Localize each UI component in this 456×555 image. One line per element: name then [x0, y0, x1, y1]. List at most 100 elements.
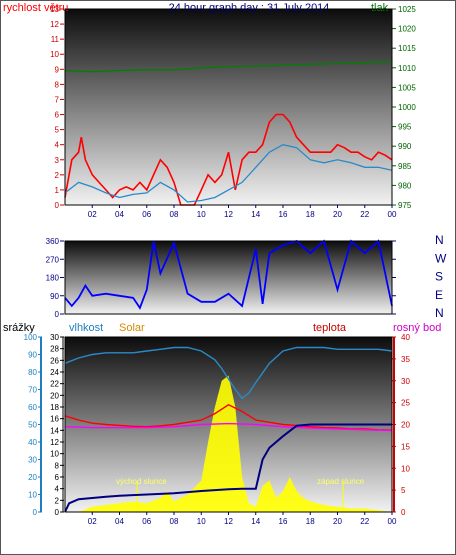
rain-tick-label: 10	[50, 450, 59, 459]
direction-tick-label: 0	[55, 310, 60, 319]
temperature-tick-label: 15	[401, 442, 410, 451]
x-tick-label-top: 20	[333, 210, 342, 219]
rain-tick-label: 30	[50, 333, 59, 342]
pressure-tick-label: 1005	[398, 83, 416, 92]
rain-tick-label: 12	[50, 438, 59, 447]
chart-title: 24 hour graph day : 31 July 2014	[169, 2, 330, 14]
rain-tick-label: 24	[50, 368, 59, 377]
x-tick-label-bottom: 12	[224, 517, 233, 526]
x-tick-label-bottom: 14	[251, 517, 260, 526]
series-line-temperature	[64, 403, 393, 431]
x-tick-label-top: 10	[197, 210, 206, 219]
temperature-tick-label: 30	[401, 377, 410, 386]
wind-tick-label: 11	[51, 35, 60, 44]
direction-panel-bg	[65, 241, 392, 314]
wind-label: rychlost větru	[3, 2, 68, 14]
rain-tick-label: 6	[55, 473, 60, 482]
humidity-tick-label: 80	[28, 368, 37, 377]
rain-tick-label: 20	[50, 391, 59, 400]
wind-tick-label: 2	[55, 171, 60, 180]
x-tick-label-top: 16	[279, 210, 288, 219]
compass-tick-label: E	[435, 288, 443, 302]
wind-tick-label: 13	[50, 5, 59, 14]
x-tick-label-bottom: 02	[88, 517, 97, 526]
wind-tick-label: 6	[55, 111, 60, 120]
wind-tick-label: 4	[55, 141, 60, 150]
rain-label: srážky	[3, 322, 35, 334]
dewpoint-label: rosný bod	[393, 322, 441, 334]
temperature-tick-label: 0	[401, 508, 406, 517]
x-tick-label-top: 08	[170, 210, 179, 219]
pressure-tick-label: 995	[398, 123, 412, 132]
x-tick-label-top: 12	[224, 210, 233, 219]
humidity-tick-label: 20	[28, 473, 37, 482]
temperature-tick-label: 5	[401, 486, 406, 495]
humidity-tick-label: 100	[24, 333, 38, 342]
temperature-label: teplota	[313, 322, 347, 334]
solar-area	[65, 375, 392, 512]
compass-tick-label: N	[435, 233, 444, 247]
humidity-tick-label: 70	[28, 386, 37, 395]
wind-tick-label: 3	[55, 156, 60, 165]
rain-tick-label: 8	[55, 461, 60, 470]
wind-tick-label: 9	[55, 65, 60, 74]
rain-tick-label: 16	[50, 415, 59, 424]
x-tick-label-top: 14	[251, 210, 260, 219]
humidity-label: vlhkost	[69, 322, 103, 334]
rain-tick-label: 26	[50, 356, 59, 365]
wind-panel-border	[64, 8, 393, 206]
series-line-pressure	[64, 60, 393, 73]
direction-panel-border	[64, 240, 393, 315]
humidity-tick-label: 30	[28, 456, 37, 465]
x-tick-label-bottom: 04	[115, 517, 124, 526]
rain-tick-label: 22	[50, 380, 59, 389]
rain-tick-label: 28	[50, 345, 59, 354]
x-tick-label-bottom: 00	[388, 517, 397, 526]
compass-tick-label: S	[435, 270, 443, 284]
pressure-tick-label: 1025	[398, 5, 416, 14]
direction-tick-label: 90	[50, 292, 59, 301]
direction-tick-label: 360	[46, 237, 60, 246]
humidity-tick-label: 60	[28, 403, 37, 412]
pressure-tick-label: 1015	[398, 44, 416, 53]
x-tick-label-top: 22	[360, 210, 369, 219]
solar-label: Solar	[119, 322, 145, 334]
compass-tick-label: N	[435, 306, 444, 320]
pressure-label: tlak	[371, 2, 389, 14]
humidity-tick-label: 40	[28, 438, 37, 447]
sunset-annotation: západ slunce	[317, 477, 365, 486]
wind-tick-label: 8	[55, 80, 60, 89]
wind-tick-label: 12	[50, 20, 59, 29]
wind-panel-bg	[65, 9, 392, 205]
compass-tick-label: W	[435, 251, 447, 265]
x-tick-label-bottom: 08	[170, 517, 179, 526]
rain-tick-label: 2	[55, 496, 60, 505]
x-tick-label-top: 06	[142, 210, 151, 219]
series-line-dewpoint	[64, 422, 393, 432]
humidity-tick-label: 0	[33, 508, 38, 517]
humidity-tick-label: 90	[28, 351, 37, 360]
x-tick-label-bottom: 16	[279, 517, 288, 526]
rain-tick-label: 14	[50, 426, 59, 435]
wind-tick-label: 5	[55, 126, 60, 135]
x-tick-label-top: 04	[115, 210, 124, 219]
series-line-wind-avg	[64, 144, 393, 203]
wind-tick-label: 10	[50, 50, 59, 59]
pressure-tick-label: 1000	[398, 103, 416, 112]
direction-tick-label: 270	[46, 255, 60, 264]
direction-tick-label: 180	[46, 274, 60, 283]
humidity-tick-label: 50	[28, 421, 37, 430]
temperature-tick-label: 25	[401, 399, 410, 408]
pressure-tick-label: 980	[398, 181, 412, 190]
x-tick-label-bottom: 18	[306, 517, 315, 526]
x-tick-label-bottom: 10	[197, 517, 206, 526]
series-line-rain	[64, 423, 392, 513]
series-line-humidity	[64, 346, 393, 400]
wind-tick-label: 7	[55, 95, 60, 104]
pressure-tick-label: 1010	[398, 64, 416, 73]
pressure-tick-label: 1020	[398, 25, 416, 34]
x-tick-label-top: 00	[388, 210, 397, 219]
rain-tick-label: 0	[55, 508, 60, 517]
temperature-tick-label: 35	[401, 355, 410, 364]
